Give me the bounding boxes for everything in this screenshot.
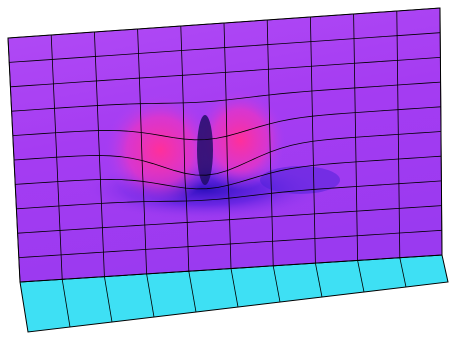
strip-line — [357, 260, 365, 293]
mesh-line — [17, 205, 442, 234]
strip-line — [61, 279, 71, 328]
strip-line — [272, 265, 281, 303]
mesh-line — [310, 16, 316, 264]
mesh-line — [439, 7, 443, 256]
peak-left — [105, 95, 215, 205]
strip-line — [188, 271, 197, 313]
mesh-line — [396, 10, 401, 258]
strip-line — [399, 257, 407, 288]
mesh-line — [353, 13, 358, 261]
ridge — [197, 115, 213, 185]
mesh-line — [16, 180, 442, 210]
dip-right — [260, 166, 340, 194]
mesh-line — [13, 131, 442, 176]
mesh-line — [15, 155, 442, 190]
mesh-line — [18, 229, 442, 258]
mesh — [7, 7, 443, 328]
strip-line — [230, 268, 239, 308]
mesh-line — [266, 19, 274, 266]
strip-line — [146, 273, 155, 318]
strip-line — [315, 263, 323, 298]
peak-right — [195, 90, 285, 190]
strip-line — [104, 276, 113, 323]
